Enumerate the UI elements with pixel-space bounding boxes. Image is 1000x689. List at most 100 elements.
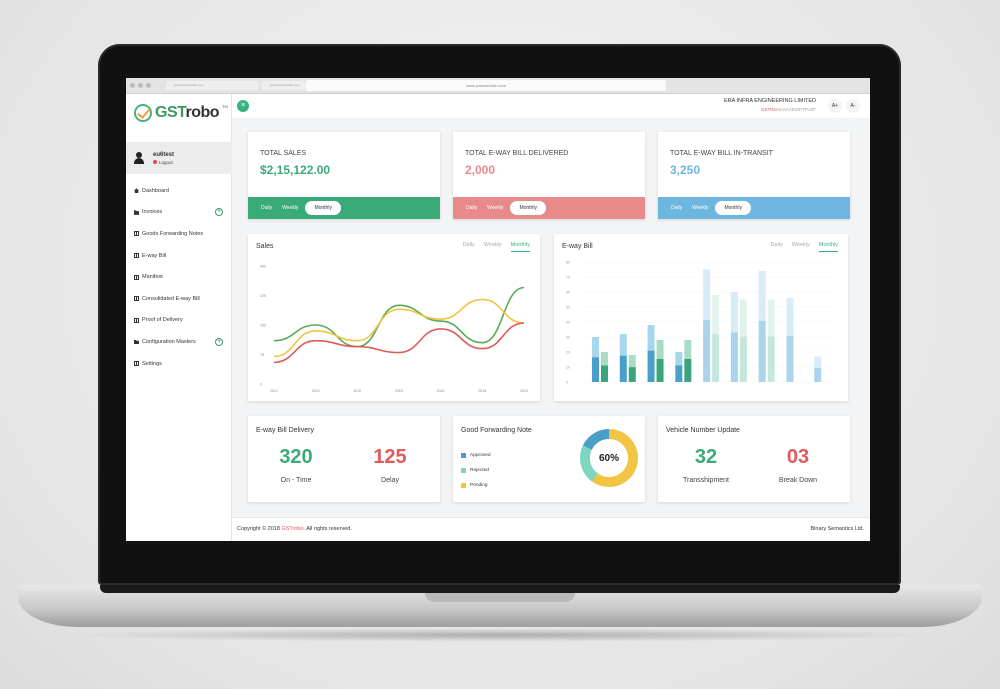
eway-bar-upper [647, 325, 655, 351]
company-info: ERA INFRA ENGINEERING LIMITED GSTIN33AAA… [724, 98, 816, 112]
logout-label: Logout [159, 159, 173, 165]
gfn-donut-chart [580, 429, 638, 487]
font-increase-button[interactable]: A+ [828, 99, 842, 113]
sidebar-item-configuration-masters[interactable]: Configuration Masters + [126, 331, 232, 353]
gstin: GSTIN33AAACE3377P1ZF [724, 107, 816, 112]
eway-chart-tabs: Daily Weekly Monthly [771, 242, 838, 252]
bank-icon [134, 317, 139, 323]
stat-label: TOTAL E-WAY BILL IN-TRANSIT [670, 150, 773, 157]
logo-text: GSTrobo [155, 104, 220, 122]
sidebar-item-label: Configuration Masters [142, 338, 196, 345]
copyright: Copyright © 2018 GSTrobo. All rights res… [237, 526, 352, 532]
sales-tab-weekly[interactable]: Weekly [483, 242, 502, 248]
x-tick-label: 2016 [437, 389, 445, 393]
delivery-title: E-way Bill Delivery [256, 427, 314, 434]
eway-tab-daily[interactable]: Daily [770, 242, 783, 248]
stat-label: TOTAL E-WAY BILL DELIVERED [465, 150, 569, 157]
eway-bar [592, 357, 599, 382]
bank-icon [134, 274, 139, 280]
donut-hole [590, 439, 628, 477]
logo[interactable]: GSTrobo TM [134, 104, 228, 122]
eway-bar-secondary-upper [628, 355, 636, 368]
eway-bar-secondary [739, 336, 747, 382]
period-daily-button[interactable]: Daily [261, 205, 273, 211]
menu-toggle-button[interactable]: ≡ [237, 100, 249, 112]
sidebar-item-proof-of-delivery[interactable]: Proof of Delivery [126, 310, 232, 332]
y-tick-label: 150 [260, 324, 266, 328]
gstin-label: GSTIN [760, 107, 775, 112]
eway-bar-upper [814, 356, 822, 368]
eway-tab-weekly[interactable]: Weekly [791, 242, 810, 248]
period-daily-button[interactable]: Daily [466, 205, 478, 211]
eway-bar-upper [592, 337, 599, 358]
footer: Copyright © 2018 GSTrobo. All rights res… [232, 517, 870, 541]
on-time-label: On - Time [280, 477, 312, 484]
period-weekly-button[interactable]: Weekly [487, 205, 504, 211]
eway-bar [758, 320, 766, 382]
font-decrease-button[interactable]: A- [846, 99, 860, 113]
period-weekly-button[interactable]: Weekly [692, 205, 709, 211]
logo-robo: robo [185, 104, 220, 121]
stat-value: 3,250 [670, 163, 701, 177]
y-tick-label: 300 [260, 265, 266, 269]
sales-tab-daily[interactable]: Daily [462, 242, 475, 248]
sidebar: GSTrobo TM eu6test Logout Dashboard Invoi… [126, 94, 232, 541]
sidebar-item-manifest[interactable]: Manifest [126, 266, 232, 288]
eway-bar-secondary-upper [712, 295, 720, 335]
top-bar: ≡ ERA INFRA ENGINEERING LIMITED GSTIN33A… [232, 94, 870, 118]
copyright-suffix: All rights reserved. [306, 526, 352, 532]
period-monthly-button[interactable]: Monthly [305, 201, 341, 215]
sales-tab-monthly[interactable]: Monthly [510, 242, 530, 252]
sidebar-item-e-way-bill[interactable]: E-way Bill [126, 245, 232, 267]
legend-approved: Approved [461, 448, 491, 463]
stat-value: 2,000 [465, 163, 496, 177]
window-controls[interactable] [130, 83, 151, 88]
legend-pending: Pending [461, 478, 491, 493]
address-bar[interactable]: www.yourwebsite.com [306, 80, 666, 91]
eway-bar-secondary [601, 365, 608, 382]
y-tick-label: 75 [260, 353, 264, 357]
eway-bar-secondary [628, 367, 636, 382]
logout-dot-icon [153, 160, 157, 164]
eway-bar-secondary [767, 336, 775, 382]
sidebar-item-goods-forwarding-notes[interactable]: Goods Forwarding Notes [126, 223, 232, 245]
username: eu6test [153, 151, 175, 158]
y-tick-label: 80 [566, 261, 570, 265]
sidebar-item-settings[interactable]: Settings [126, 353, 232, 375]
expand-plus-icon[interactable]: + [215, 337, 223, 346]
browser-bar: www.yourwebsite.com www.yourwebsite.com … [126, 78, 870, 94]
eway-bar-chart: 0 10 20 30 40 50 60 70 80 [566, 261, 834, 385]
logo-trademark: TM [222, 104, 228, 109]
sidebar-item-consolidated-e-way-bill[interactable]: Consolidated E-way Bill [126, 288, 232, 310]
eway-bar [814, 367, 822, 382]
sidebar-item-label: Settings [142, 360, 162, 367]
browser-tab[interactable]: www.yourwebsite.com [166, 81, 258, 90]
period-monthly-button[interactable]: Monthly [510, 201, 546, 215]
logout-link[interactable]: Logout [153, 160, 174, 165]
eway-tab-monthly[interactable]: Monthly [818, 242, 838, 252]
pending-swatch [461, 483, 466, 488]
sidebar-nav: Dashboard Invoices + Goods Forwarding Notes… [126, 180, 232, 374]
sidebar-item-dashboard[interactable]: Dashboard [126, 180, 232, 202]
period-monthly-button[interactable]: Monthly [715, 201, 751, 215]
eway-bar [703, 320, 711, 382]
sidebar-item-invoices[interactable]: Invoices + [126, 202, 232, 224]
eway-bar [647, 350, 655, 382]
eway-bar-upper [619, 334, 627, 356]
sidebar-item-label: Manifest [142, 274, 163, 281]
x-tick-label: 2013 [312, 389, 320, 393]
eway-bar-secondary-upper [684, 340, 692, 359]
eway-bar-secondary [656, 358, 664, 382]
sidebar-item-label: Invoices [142, 209, 163, 216]
period-weekly-button[interactable]: Weekly [282, 205, 299, 211]
transshipment-label: Transshipment [682, 477, 730, 484]
expand-plus-icon[interactable]: + [215, 208, 223, 217]
laptop-hinge [100, 585, 900, 593]
period-daily-button[interactable]: Daily [671, 205, 683, 211]
footer-brand-link[interactable]: GSTrobo. [281, 526, 306, 532]
y-tick-label: 30 [566, 336, 570, 340]
legend-pending-label: Pending [470, 483, 488, 488]
breakdown-value: 03 [786, 446, 810, 468]
bank-icon [134, 296, 139, 302]
gfn-title: Good Forwarding Note [461, 427, 532, 434]
